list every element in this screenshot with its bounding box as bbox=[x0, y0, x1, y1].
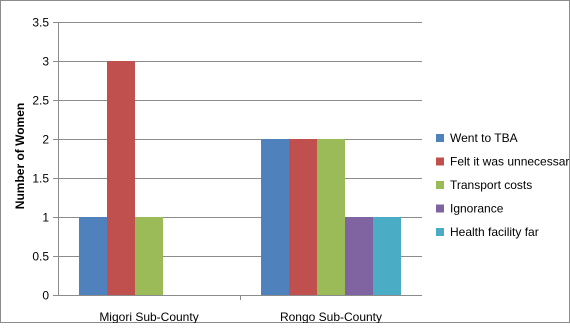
y-tick-label: 0.5 bbox=[32, 250, 49, 264]
bar bbox=[135, 217, 163, 295]
y-tick-label: 1.5 bbox=[32, 172, 49, 186]
legend-swatch bbox=[436, 228, 444, 236]
bars bbox=[79, 61, 401, 295]
bar bbox=[373, 217, 401, 295]
legend-label: Felt it was unnecessar bbox=[450, 155, 569, 169]
y-tick-label: 3 bbox=[42, 55, 49, 69]
y-tick-label: 2.5 bbox=[32, 94, 49, 108]
legend-swatch bbox=[436, 204, 444, 213]
x-category-label: Rongo Sub-County bbox=[280, 310, 382, 323]
legend-label: Ignorance bbox=[450, 202, 504, 216]
legend: Went to TBA Felt it was unnecessar Transpo… bbox=[436, 131, 569, 239]
axes: 0 0.5 1 1.5 2 2.5 3 3.5 Migori Sub-County Rongo S… bbox=[32, 16, 422, 324]
bar bbox=[317, 139, 345, 295]
legend-label: Transport costs bbox=[450, 178, 532, 192]
legend-label: Health facility far bbox=[450, 225, 539, 239]
bar bbox=[107, 61, 135, 295]
bar bbox=[79, 217, 107, 295]
y-axis-title: Number of Women bbox=[13, 103, 27, 209]
bar bbox=[289, 139, 317, 295]
y-tick-label: 2 bbox=[42, 133, 49, 147]
legend-swatch bbox=[436, 134, 444, 142]
x-category-label: Migori Sub-County bbox=[99, 310, 198, 323]
legend-label: Went to TBA bbox=[450, 131, 518, 145]
bar bbox=[261, 139, 289, 295]
bar bbox=[345, 217, 373, 295]
y-tick-label: 3.5 bbox=[32, 16, 49, 30]
legend-swatch bbox=[436, 181, 444, 189]
y-tick-label: 1 bbox=[42, 211, 49, 225]
y-tick-label: 0 bbox=[42, 289, 49, 303]
legend-swatch bbox=[436, 157, 444, 166]
